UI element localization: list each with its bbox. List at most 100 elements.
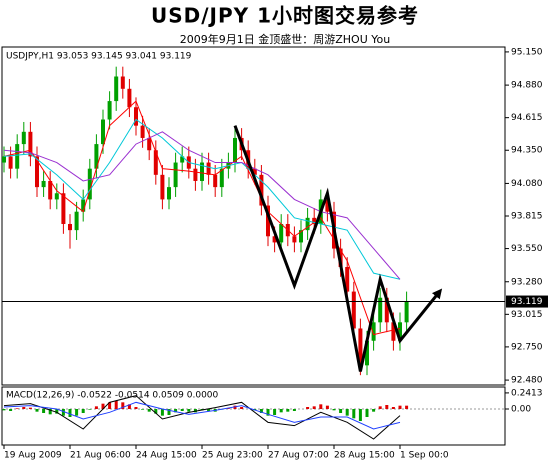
macd-bar [378,406,382,409]
candle-body [28,131,33,157]
y-tick-label: 93.550 [511,244,543,254]
macd-bar [81,409,85,413]
candle-body [8,156,13,169]
candle-body [371,322,376,341]
moving-average [3,131,401,280]
macd-bar [273,409,277,415]
macd-bar [88,409,92,410]
x-tick-label: 28 Aug 15:00 [334,451,395,461]
candle-body [61,193,66,224]
candle-body [305,217,310,231]
macd-bar [240,407,244,409]
macd-bar [101,403,105,409]
candle-body [15,144,20,169]
candle-body [134,107,138,126]
candle-body [147,137,152,151]
macd-bar [325,405,329,409]
candle-body [87,168,92,200]
candle-body [219,168,224,188]
y-tick-label: 0.2413 [511,388,543,398]
header-label: USDJPY,H1 93.053 93.145 93.041 93.119 [6,52,192,62]
macd-panel [1,386,506,446]
candle-body [35,156,39,188]
annotation-arrow [233,125,443,372]
macd-bar [121,402,125,409]
macd-bar [61,409,65,416]
candle-body [233,137,237,163]
macd-bar [94,406,98,409]
macd-bar [68,409,72,417]
macd-bar [266,409,270,416]
x-tick-label: 19 Aug 2009 [4,451,62,461]
candle-body [312,217,317,224]
candle-body [351,291,356,329]
candle-body [81,199,86,212]
x-tick-label: 27 Aug 07:00 [268,451,329,461]
candle-body [365,340,369,366]
macd-bar [2,409,6,411]
macd-bar [28,407,32,409]
macd-bar [48,409,52,415]
macd-bar [345,409,349,416]
candle-body [398,322,402,341]
candle-body [74,211,79,231]
y-tick-label: 0.00 [511,405,531,415]
candle-body [266,205,270,237]
macd-label: MACD(12,26,9) -0.0522 -0.0514 0.0509 0.0… [6,391,219,401]
candle-body [259,174,264,206]
candle-body [272,236,277,243]
candle-body [378,297,383,323]
macd-bar [15,408,19,409]
x-tick-label: 21 Aug 06:00 [70,451,131,461]
macd-bar [292,409,296,411]
candle-body [325,199,330,212]
macd-bar [167,409,171,415]
y-tick-label: 94.350 [511,146,543,156]
macd-bar [259,409,263,413]
candle-body [127,88,132,108]
macd-bar [306,407,310,409]
macd-bar [226,408,230,409]
macd-bar [391,407,395,409]
y-tick-label: 92.480 [511,376,543,386]
candle-body [167,187,171,200]
macd-bar [108,402,112,409]
moving-average [3,100,401,336]
candle-body [180,156,185,163]
candle-body [404,301,409,323]
macd-bar [365,409,369,417]
macd-bar [180,409,184,411]
candle-body [299,230,303,243]
macd-bar [286,409,290,412]
candle-body [384,297,389,323]
candle-body [173,162,178,188]
candle-body [345,267,350,292]
y-tick-label: 93.015 [511,310,543,320]
chart-subtitle: 2009年9月1日 金顶盛世：周游ZHOU You [180,32,390,46]
macd-bar [35,409,39,412]
candle-body [41,180,46,188]
candle-body [2,156,6,163]
candle-body [114,76,119,102]
candle-body [292,236,297,243]
candle-body [140,125,145,138]
y-tick-label: 94.880 [511,81,543,91]
macd-bar [174,409,178,413]
candle-body [54,193,59,200]
macd-bar [22,407,26,409]
macd-bar [75,409,79,416]
macd-bar [398,405,402,409]
macd-line [3,401,401,430]
candle-body [213,174,218,188]
candle-body [101,119,105,145]
candle-body [120,76,125,89]
macd-bar [319,404,323,409]
macd-bar [352,409,356,419]
last-price-label: 93.119 [511,297,543,307]
candle-body [391,322,396,341]
candle-body [68,223,72,231]
x-tick-label: 25 Aug 23:00 [202,451,263,461]
candle-body [252,168,257,175]
macd-bar [147,409,151,412]
